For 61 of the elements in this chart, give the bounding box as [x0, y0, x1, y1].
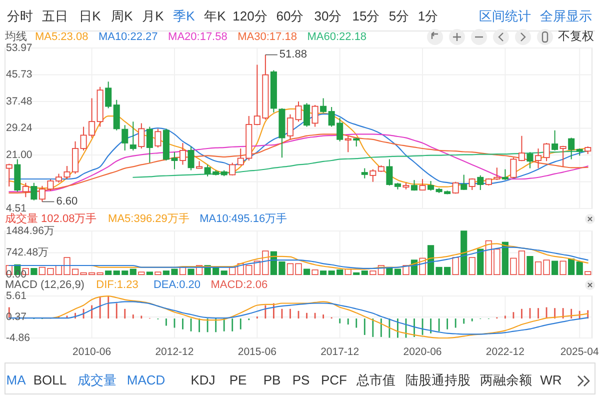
- text: MA10:22.27: [98, 30, 158, 43]
- legend-title: MACD (12,26,9): [5, 278, 84, 291]
- text: MA60:22.18: [307, 30, 367, 43]
- text: BOLL: [33, 372, 67, 388]
- text: 周K: [111, 8, 134, 24]
- text: 120分: [232, 8, 268, 24]
- annotation: 6.60: [56, 196, 78, 208]
- text: 分时: [7, 8, 33, 24]
- text: 30分: [314, 8, 342, 24]
- text: MA30:17.18: [238, 30, 297, 43]
- text: 5分: [388, 8, 410, 24]
- text: MA5:23.08: [35, 30, 88, 43]
- series-label: MACD:2.06: [210, 278, 268, 291]
- series-label: DIF:1.23: [96, 278, 138, 291]
- x-tick-label: 2010-06: [72, 346, 112, 358]
- y-tick-label: 45.73: [6, 68, 32, 81]
- text: PE: [229, 372, 247, 388]
- text: MA5:396.29万手: [108, 212, 190, 225]
- y-tick-label: -4.86: [6, 332, 30, 344]
- text: 年K: [204, 8, 226, 24]
- text: 1分: [418, 8, 438, 24]
- text: PB: [263, 372, 281, 388]
- y-tick-label: 53.97: [6, 42, 32, 54]
- text: MA20:17.58: [168, 30, 228, 43]
- text: 成交量: [78, 372, 116, 388]
- y-tick-label: 37.48: [6, 95, 32, 108]
- text: KDJ: [190, 372, 216, 388]
- y-tick-label: 5.61: [6, 290, 27, 302]
- x-tick-label: 2022-12: [486, 346, 525, 358]
- x-tick-label: 2012-12: [155, 346, 194, 358]
- legend-title: 均线: [4, 30, 27, 43]
- annotation: 51.88: [279, 48, 307, 61]
- y-tick-label: 4.51: [6, 202, 27, 214]
- text: WR: [540, 372, 562, 388]
- y-tick-label: 1484.96万: [6, 224, 55, 237]
- y-tick-label: 29.24: [6, 122, 32, 134]
- text: 总市值: [356, 372, 396, 388]
- x-tick-label: 2025-04: [560, 346, 600, 358]
- text: 15分: [352, 8, 380, 24]
- text: 五日: [42, 8, 68, 24]
- x-tick-label: 2020-06: [403, 346, 442, 358]
- text: 陆股通持股: [406, 372, 470, 388]
- text: 季K: [173, 8, 196, 24]
- text: 日K: [79, 8, 102, 24]
- series-label: DEA:0.20: [153, 278, 201, 291]
- text: PCF: [321, 372, 348, 388]
- y-tick-label: 742.48万: [6, 246, 50, 259]
- y-tick-label: 21.00: [6, 148, 32, 161]
- text: 成交量 102.08万手: [5, 212, 97, 225]
- x-tick-label: 2017-12: [320, 346, 360, 358]
- text: PS: [292, 372, 310, 388]
- x-tick-label: 2015-06: [238, 346, 277, 358]
- text: MA: [6, 372, 26, 388]
- text: 不复权: [558, 29, 594, 44]
- text: MA10:495.16万手: [200, 212, 288, 225]
- text: 全屏显示: [540, 8, 592, 24]
- text: 区间统计: [479, 8, 531, 24]
- text: 两融余额: [480, 372, 532, 388]
- text: MACD: [126, 372, 166, 388]
- text: 月K: [142, 8, 164, 24]
- text: 60分: [276, 8, 304, 24]
